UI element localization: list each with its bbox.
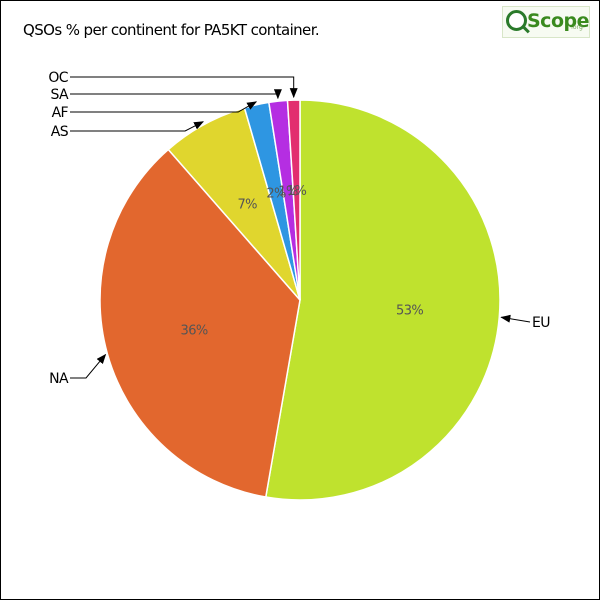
- pie-slice-eu: [264, 99, 501, 501]
- callout-label-af: AF: [52, 105, 69, 121]
- callout-line-af: [70, 101, 258, 113]
- qscope-logo[interactable]: Scope .org: [502, 6, 590, 38]
- slice-percent-na: 36%: [181, 324, 208, 339]
- callout-line-eu: [500, 314, 531, 323]
- magnifier-icon: [506, 10, 527, 31]
- callout-line-as: [70, 121, 204, 132]
- slice-percent-oc: 1%: [287, 184, 307, 199]
- callout-label-eu: EU: [532, 315, 550, 331]
- pie-slice-oc: [286, 99, 301, 301]
- slice-percent-sa: 1%: [278, 185, 298, 200]
- logo-text: Scope: [527, 10, 590, 32]
- slice-percent-as: 7%: [237, 198, 257, 213]
- pie-slice-labels: 53% 36% 7% 2%1%1%: [181, 184, 424, 339]
- pie-slice-na: [99, 148, 301, 498]
- slice-percent-af: 2%: [266, 187, 286, 202]
- callout-line-na: [70, 353, 107, 379]
- callout-label-na: NA: [49, 371, 69, 387]
- callout-label-oc: OC: [48, 70, 68, 86]
- callout-label-as: AS: [51, 124, 69, 140]
- chart-title: QSOs % per continent for PA5KT container…: [23, 21, 320, 39]
- logo-suffix: .org: [571, 24, 583, 31]
- callout-line-sa: [70, 89, 282, 100]
- pie-slices: [99, 99, 501, 501]
- callout-line-oc: [70, 76, 298, 99]
- callout-label-sa: SA: [50, 87, 69, 103]
- slice-percent-eu: 53%: [396, 303, 423, 318]
